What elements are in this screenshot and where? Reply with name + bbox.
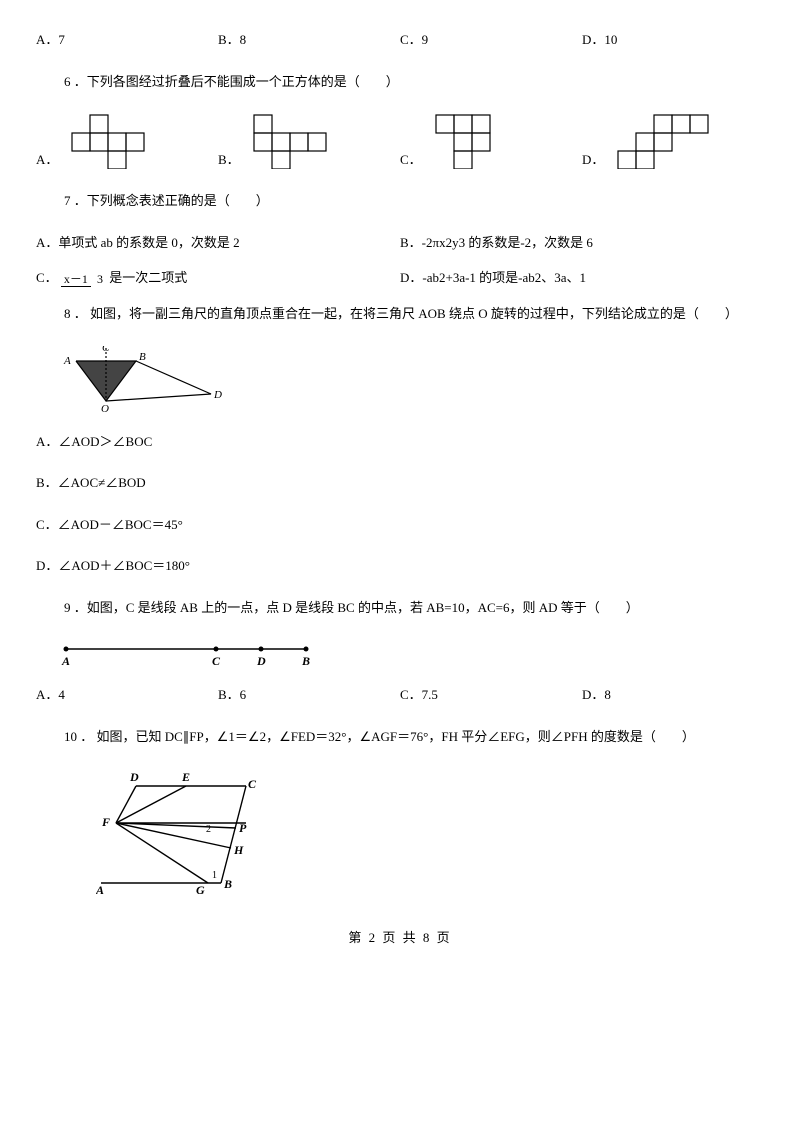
q8-opt-a: A．∠AOD＞∠BOC (36, 432, 764, 452)
q9-stem: 9 ．如图，C 是线段 AB 上的一点，点 D 是线段 BC 的中点，若 AB=… (36, 598, 764, 618)
page-footer: 第 2 页 共 8 页 (36, 928, 764, 948)
q6-net-a (58, 113, 168, 169)
q9-figure: A C D B (56, 639, 764, 669)
q5-opt-b: B．8 (218, 30, 400, 50)
q8-stem: 8 ． 如图，将一副三角尺的直角顶点重合在一起，在将三角尺 AOB 绕点 O 旋… (36, 304, 764, 324)
q7-c-den: 3 (94, 272, 106, 286)
q6-fig-b: B． (218, 113, 400, 169)
q10-geom-figure: D E C F P H A G B 1 2 (96, 768, 276, 898)
q7-c-suffix: 是一次二项式 (109, 270, 187, 285)
q10-lbl-H: H (233, 843, 244, 857)
q6-fig-d: D． (582, 113, 764, 169)
q8-opt-b: B．∠AOC≠∠BOD (36, 473, 764, 493)
q10-lbl-G: G (196, 883, 205, 897)
q9-lbl-D: D (256, 654, 266, 668)
q5-opt-d: D．10 (582, 30, 764, 50)
q8-lbl-A: A (63, 355, 71, 367)
q8-figure: A B C O D (56, 346, 764, 416)
q8-lbl-O: O (101, 403, 109, 415)
q6-stem: 6 ．下列各图经过折叠后不能围成一个正方体的是（ ） (36, 72, 764, 92)
q7-row2: C． x－1 3 是一次二项式 D．-ab2+3a-1 的项是-ab2、3a、1 (36, 268, 764, 288)
q8-opt-c: C．∠AOD－∠BOC＝45° (36, 515, 764, 535)
q8-lbl-C: C (102, 346, 110, 354)
q6-label-b: B． (218, 150, 240, 170)
q10-lbl-F: F (101, 815, 110, 829)
q8-lbl-D: D (213, 389, 222, 401)
q5-opt-a: A．7 (36, 30, 218, 50)
q7-c-prefix: C． (36, 270, 58, 285)
q10-lbl-C: C (248, 777, 257, 791)
q10-lbl-A: A (96, 883, 104, 897)
q9-lbl-A: A (61, 654, 70, 668)
q9-opt-c: C．7.5 (400, 685, 582, 705)
q10-figure: D E C F P H A G B 1 2 (96, 768, 764, 898)
q6-net-d (604, 113, 724, 169)
q10-lbl-E: E (181, 770, 190, 784)
q9-options: A．4 B．6 C．7.5 D．8 (36, 685, 764, 705)
q9-lbl-C: C (212, 654, 221, 668)
q7-c-num: x－1 (61, 272, 91, 287)
q7-opt-b: B．-2πx2y3 的系数是-2，次数是 6 (400, 233, 764, 253)
q5-opt-c: C．9 (400, 30, 582, 50)
q10-lbl-B: B (223, 877, 232, 891)
q6-net-c (422, 113, 532, 169)
q8-opt-d: D．∠AOD＋∠BOC＝180° (36, 556, 764, 576)
q9-lbl-B: B (301, 654, 310, 668)
q7-row1: A．单项式 ab 的系数是 0，次数是 2 B．-2πx2y3 的系数是-2，次… (36, 233, 764, 253)
q7-opt-c: C． x－1 3 是一次二项式 (36, 268, 400, 288)
q8-triangle-figure: A B C O D (56, 346, 226, 416)
q6-label-a: A． (36, 150, 58, 170)
q6-label-d: D． (582, 150, 604, 170)
q6-net-b (240, 113, 350, 169)
q6-fig-c: C． (400, 113, 582, 169)
q7-opt-d: D．-ab2+3a-1 的项是-ab2、3a、1 (400, 268, 764, 288)
q9-opt-a: A．4 (36, 685, 218, 705)
q7-stem: 7 ．下列概念表述正确的是（ ） (36, 191, 764, 211)
q7-c-fraction: x－1 3 (61, 270, 106, 288)
q10-lbl-1: 1 (212, 870, 217, 881)
q6-figures: A． B． C． (36, 113, 764, 169)
q10-lbl-D: D (129, 770, 139, 784)
q9-line-figure: A C D B (56, 639, 316, 669)
q9-opt-b: B．6 (218, 685, 400, 705)
q10-lbl-2: 2 (206, 824, 211, 835)
q10-stem: 10 ． 如图，已知 DC∥FP，∠1＝∠2，∠FED＝32°，∠AGF＝76°… (36, 727, 764, 747)
q9-opt-d: D．8 (582, 685, 764, 705)
q8-lbl-B: B (139, 351, 146, 363)
q5-options: A．7 B．8 C．9 D．10 (36, 30, 764, 50)
q6-label-c: C． (400, 150, 422, 170)
q6-fig-a: A． (36, 113, 218, 169)
q7-opt-a: A．单项式 ab 的系数是 0，次数是 2 (36, 233, 400, 253)
q10-lbl-P: P (239, 821, 247, 835)
